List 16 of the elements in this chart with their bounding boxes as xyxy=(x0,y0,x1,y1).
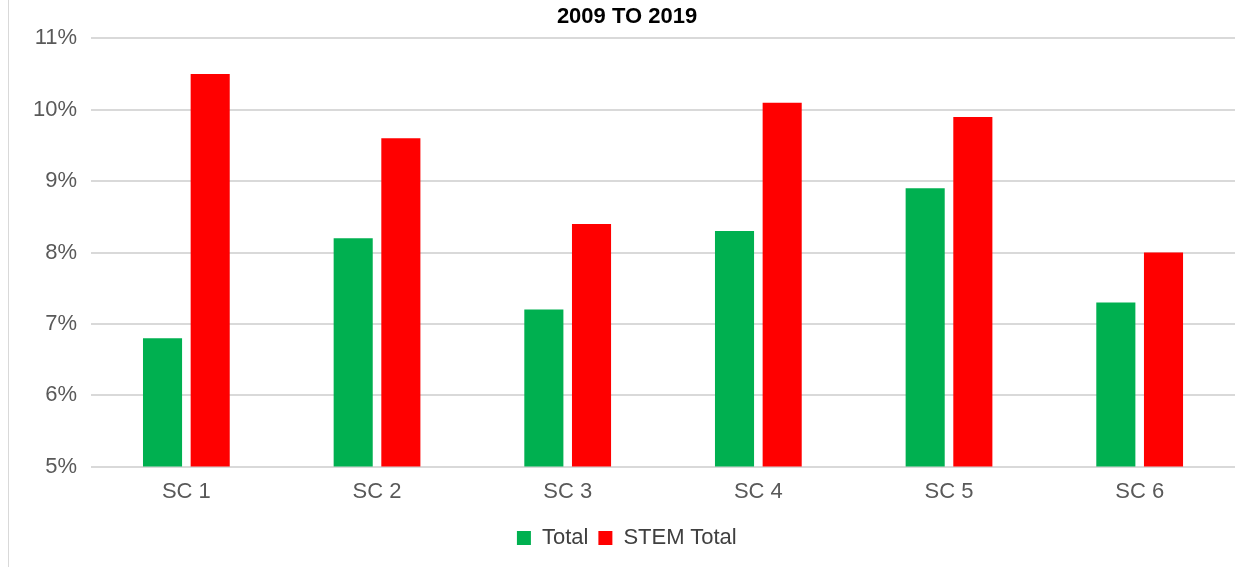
y-tick-label: 9% xyxy=(45,167,78,193)
chart-title: 2009 TO 2019 xyxy=(556,3,698,29)
x-tick-label: SC 4 xyxy=(733,477,783,503)
x-tick-label: SC 6 xyxy=(1115,477,1165,503)
y-tick-label: 7% xyxy=(45,309,78,335)
x-tick-label: SC 5 xyxy=(924,477,974,503)
legend-label: Total xyxy=(541,524,589,550)
x-tick-label: SC 3 xyxy=(543,477,593,503)
y-tick-label: 10% xyxy=(32,95,78,121)
x-tick-label: SC 1 xyxy=(161,477,211,503)
y-tick-label: 5% xyxy=(45,452,78,478)
legend-label: STEM Total xyxy=(623,524,737,550)
y-tick-label: 11% xyxy=(34,24,78,50)
x-tick-label: SC 2 xyxy=(352,477,402,503)
y-tick-label: 6% xyxy=(45,381,78,407)
y-tick-label: 8% xyxy=(45,238,78,264)
